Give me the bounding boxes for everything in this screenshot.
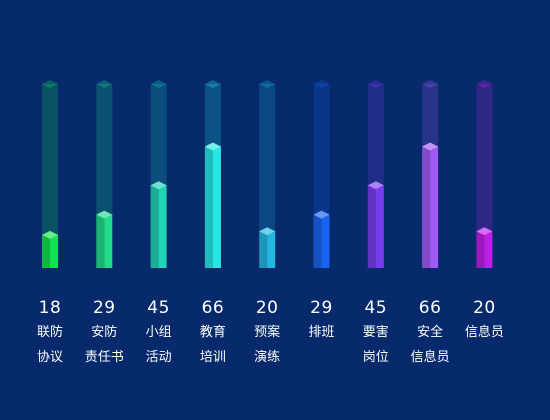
bar-left-face	[422, 146, 431, 268]
bar-track-cap	[422, 80, 439, 88]
category-column: 66 教育 培训	[178, 0, 248, 370]
bar-track	[476, 84, 493, 268]
category-column: 45 小组 活动	[124, 0, 194, 370]
bar-left-face	[313, 214, 322, 268]
bar-track	[42, 84, 58, 268]
category-column: 18 联防 协议	[15, 0, 85, 370]
bar-cap	[150, 181, 167, 190]
bar-group-9	[476, 80, 493, 268]
bar-cap	[96, 210, 113, 219]
bar-track-cap	[313, 80, 330, 88]
bar-group-4	[204, 80, 221, 268]
value-label: 29	[92, 298, 116, 318]
bar-track-cap	[204, 80, 221, 88]
bar-track-cap	[96, 80, 113, 88]
bar-right-face	[321, 214, 330, 268]
value-label: 45	[147, 298, 170, 318]
value-label: 29	[310, 298, 333, 318]
bar-left-face	[204, 146, 213, 268]
bar-right-face	[104, 214, 113, 268]
category-column: 29 安防 责任书	[69, 0, 139, 370]
value-label: 20	[255, 298, 279, 318]
category-label: 安全 信息员	[410, 325, 450, 365]
bar-cap	[422, 142, 439, 151]
category-column: 66 安全 信息员	[395, 0, 465, 370]
bar-right-face	[267, 231, 276, 268]
bar-right-face	[430, 146, 439, 268]
bar-left-face	[150, 185, 159, 268]
bar-group-3	[150, 80, 167, 268]
category-column: 45 要害 岗位	[341, 0, 411, 370]
bar-left-face	[42, 234, 50, 268]
category-label: 排班	[308, 325, 335, 340]
bar-right-face	[484, 231, 493, 268]
category-label: 安防 责任书	[84, 325, 124, 365]
bar-group-6	[313, 80, 330, 268]
bar-cap	[204, 142, 221, 151]
bar-left-face	[96, 214, 105, 268]
value-label: 66	[201, 298, 225, 318]
bar-cap	[42, 230, 58, 239]
bar-group-7	[367, 80, 384, 268]
bar-track-cap	[150, 80, 167, 88]
bar-left-face	[367, 185, 376, 268]
category-column: 20 信息员	[449, 0, 519, 345]
value-label: 66	[418, 298, 442, 318]
bar-track-cap	[476, 80, 493, 88]
bar-track-cap	[42, 80, 58, 88]
bar-group-1	[42, 80, 58, 268]
value-label: 20	[473, 298, 496, 318]
bar-track	[259, 84, 276, 268]
bar-group-5	[259, 80, 276, 268]
value-label: 45	[364, 298, 388, 318]
bar-track-cap	[367, 80, 384, 88]
bar-right-face	[375, 185, 384, 268]
category-label: 要害 岗位	[362, 325, 389, 365]
category-label: 教育 培训	[199, 325, 226, 365]
bar-group-2	[96, 80, 113, 268]
bar-right-face	[50, 234, 58, 268]
value-label: 18	[38, 298, 62, 318]
category-column: 29 排班	[287, 0, 357, 345]
bar-track-cap	[259, 80, 276, 88]
bar-cap	[476, 227, 493, 236]
bar-group-8	[422, 80, 439, 268]
bar-cap	[313, 210, 330, 219]
category-label: 预案 演练	[254, 325, 281, 365]
category-column: 20 预案 演练	[232, 0, 302, 370]
bar-cap	[259, 227, 276, 236]
bar-left-face	[476, 231, 485, 268]
bar-right-face	[158, 185, 167, 268]
category-label: 信息员	[464, 325, 504, 340]
category-label: 联防 协议	[36, 325, 63, 365]
bar-right-face	[212, 146, 221, 268]
category-label: 小组 活动	[145, 325, 172, 365]
bar-cap	[367, 181, 384, 190]
bar-left-face	[259, 231, 268, 268]
